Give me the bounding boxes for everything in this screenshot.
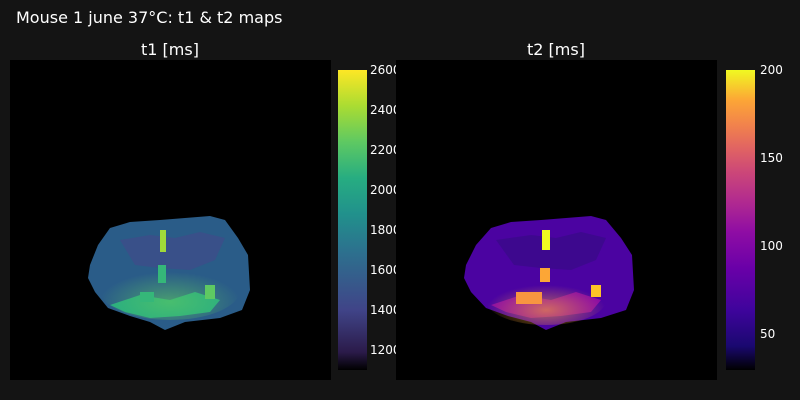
t1-tick-label: 1400 bbox=[370, 303, 401, 317]
t2-tick-label: 150 bbox=[760, 151, 783, 165]
t2-map-image bbox=[396, 60, 717, 380]
t2-subtitle: t2 [ms] bbox=[527, 40, 585, 59]
t2-colorbar bbox=[726, 70, 755, 370]
t1-colorbar bbox=[338, 70, 367, 370]
t1-tick-label: 2000 bbox=[370, 183, 401, 197]
t1-tick-label: 2400 bbox=[370, 103, 401, 117]
t1-tick-label: 2200 bbox=[370, 143, 401, 157]
t1-map-image bbox=[10, 60, 331, 380]
figure-title: Mouse 1 june 37°C: t1 & t2 maps bbox=[16, 8, 283, 27]
t1-tick-label: 1600 bbox=[370, 263, 401, 277]
t1-tick-label: 2600 bbox=[370, 63, 401, 77]
t2-tick-label: 200 bbox=[760, 63, 783, 77]
t2-tick-label: 50 bbox=[760, 327, 776, 341]
t1-subtitle: t1 [ms] bbox=[141, 40, 199, 59]
t1-tick-label: 1800 bbox=[370, 223, 401, 237]
t1-tick-label: 1200 bbox=[370, 343, 401, 357]
t2-tick-label: 100 bbox=[760, 239, 783, 253]
